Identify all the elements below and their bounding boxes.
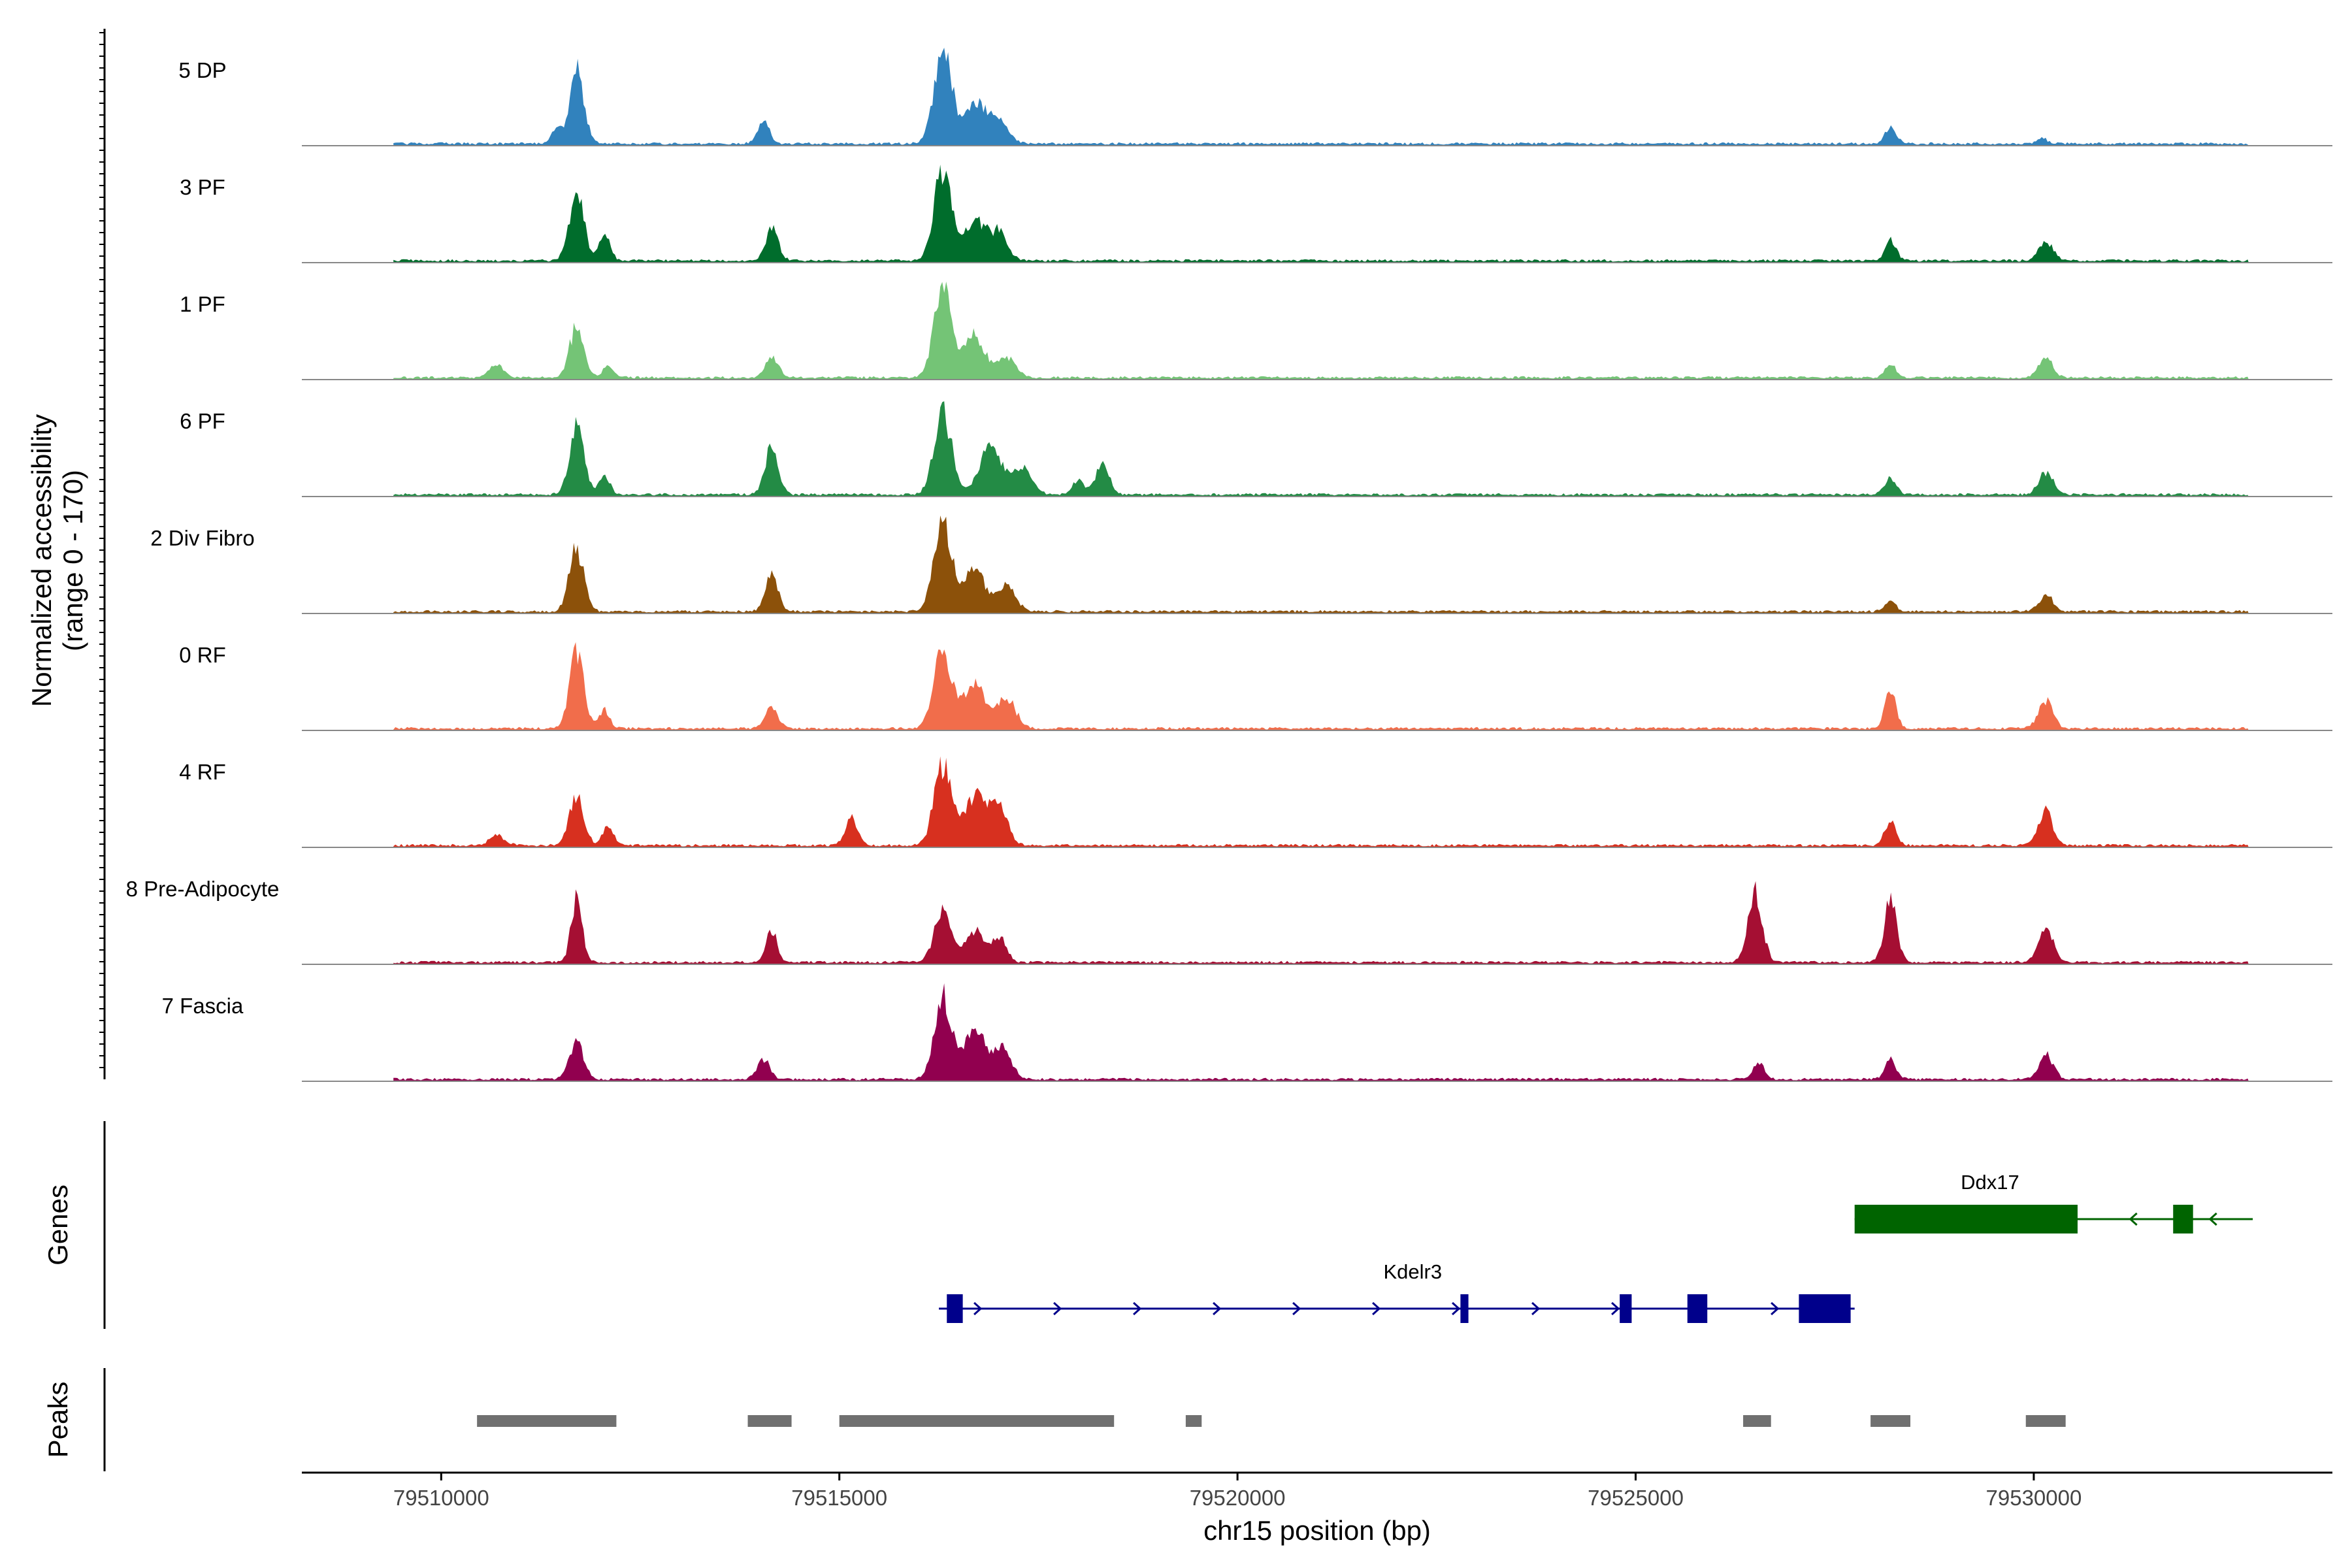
track-5-dp: 5 DP — [178, 48, 2332, 146]
coverage-area — [393, 282, 2249, 380]
gene-annotation-track: Ddx17 Kdelr3 — [939, 1171, 2253, 1323]
gene-ddx17: Ddx17 — [1854, 1171, 2253, 1233]
coverage-area — [393, 515, 2249, 613]
x-tick-label: 79515000 — [791, 1486, 887, 1510]
strand-arrow — [1372, 1301, 1381, 1316]
gene-exon — [1620, 1294, 1632, 1323]
coverage-area — [393, 756, 2249, 847]
y-axis-title-line2: (range 0 - 170) — [57, 470, 88, 651]
coverage-area — [393, 983, 2249, 1081]
track-8-pre-adipocyte: 8 Pre-Adipocyte — [126, 877, 2332, 965]
track-label: 8 Pre-Adipocyte — [126, 877, 280, 901]
strand-arrow — [1133, 1301, 1142, 1316]
coverage-area — [393, 881, 2249, 964]
track-7-fascia: 7 Fascia — [162, 983, 2332, 1082]
y-axis-ticks — [99, 32, 105, 1068]
peak-regions-track — [477, 1415, 2066, 1427]
strand-arrow — [1611, 1301, 1620, 1316]
gene-exon — [1460, 1294, 1469, 1323]
x-tick-label: 79520000 — [1190, 1486, 1286, 1510]
strand-arrow — [1771, 1301, 1780, 1316]
x-tick-label: 79525000 — [1588, 1486, 1684, 1510]
track-6-pf: 6 PF — [180, 401, 2332, 497]
track-1-pf: 1 PF — [180, 282, 2332, 380]
peak-region — [1870, 1415, 1911, 1427]
y-axis-title-line1: Normalized accessibility — [26, 414, 57, 707]
strand-arrow — [1452, 1301, 1461, 1316]
track-4-rf: 4 RF — [179, 756, 2332, 848]
gene-name: Ddx17 — [1961, 1171, 2019, 1194]
track-label: 4 RF — [179, 760, 226, 784]
strand-arrow — [1053, 1301, 1062, 1316]
coverage-area — [393, 48, 2249, 146]
track-0-rf: 0 RF — [179, 642, 2332, 731]
track-label: 3 PF — [180, 175, 225, 199]
gene-exon — [2173, 1205, 2193, 1233]
track-2-div-fibro: 2 Div Fibro — [150, 515, 2332, 614]
strand-arrow — [2129, 1212, 2138, 1226]
x-tick-label: 79510000 — [393, 1486, 489, 1510]
x-axis-title: chr15 position (bp) — [1203, 1515, 1431, 1546]
strand-arrow — [2208, 1212, 2217, 1226]
genes-track-label: Genes — [42, 1184, 73, 1266]
peak-region — [747, 1415, 792, 1427]
track-label: 2 Div Fibro — [150, 526, 255, 550]
strand-arrow — [1292, 1301, 1301, 1316]
strand-arrow — [1531, 1301, 1541, 1316]
gene-exon — [1854, 1205, 2078, 1233]
coverage-area — [393, 401, 2249, 497]
strand-arrow — [1213, 1301, 1222, 1316]
coverage-area — [393, 642, 2249, 730]
gene-exon — [947, 1294, 963, 1323]
track-label: 5 DP — [178, 58, 226, 82]
track-3-pf: 3 PF — [180, 165, 2332, 263]
peak-region — [1185, 1415, 1202, 1427]
x-axis: 79510000 79515000 79520000 79525000 79530000 — [302, 1471, 2332, 1510]
track-label: 6 PF — [180, 409, 225, 433]
track-label: 1 PF — [180, 292, 225, 316]
strand-arrow — [973, 1301, 983, 1316]
gene-exon — [1687, 1294, 1708, 1323]
peak-region — [839, 1415, 1115, 1427]
peaks-track-label: Peaks — [42, 1382, 73, 1458]
coverage-area — [393, 165, 2249, 263]
peak-region — [2025, 1415, 2066, 1427]
x-tick-label: 79530000 — [1986, 1486, 2082, 1510]
gene-kdelr3: Kdelr3 — [939, 1260, 1855, 1323]
coverage-tracks: 5 DP 3 PF 1 PF 6 PF 2 Div Fibro 0 RF 4 RF 8 Pre… — [126, 48, 2332, 1082]
track-label: 0 RF — [179, 643, 226, 667]
gene-exon — [1799, 1294, 1851, 1323]
peak-region — [477, 1415, 617, 1427]
peak-region — [1743, 1415, 1771, 1427]
gene-name: Kdelr3 — [1383, 1260, 1442, 1283]
track-label: 7 Fascia — [162, 994, 244, 1018]
